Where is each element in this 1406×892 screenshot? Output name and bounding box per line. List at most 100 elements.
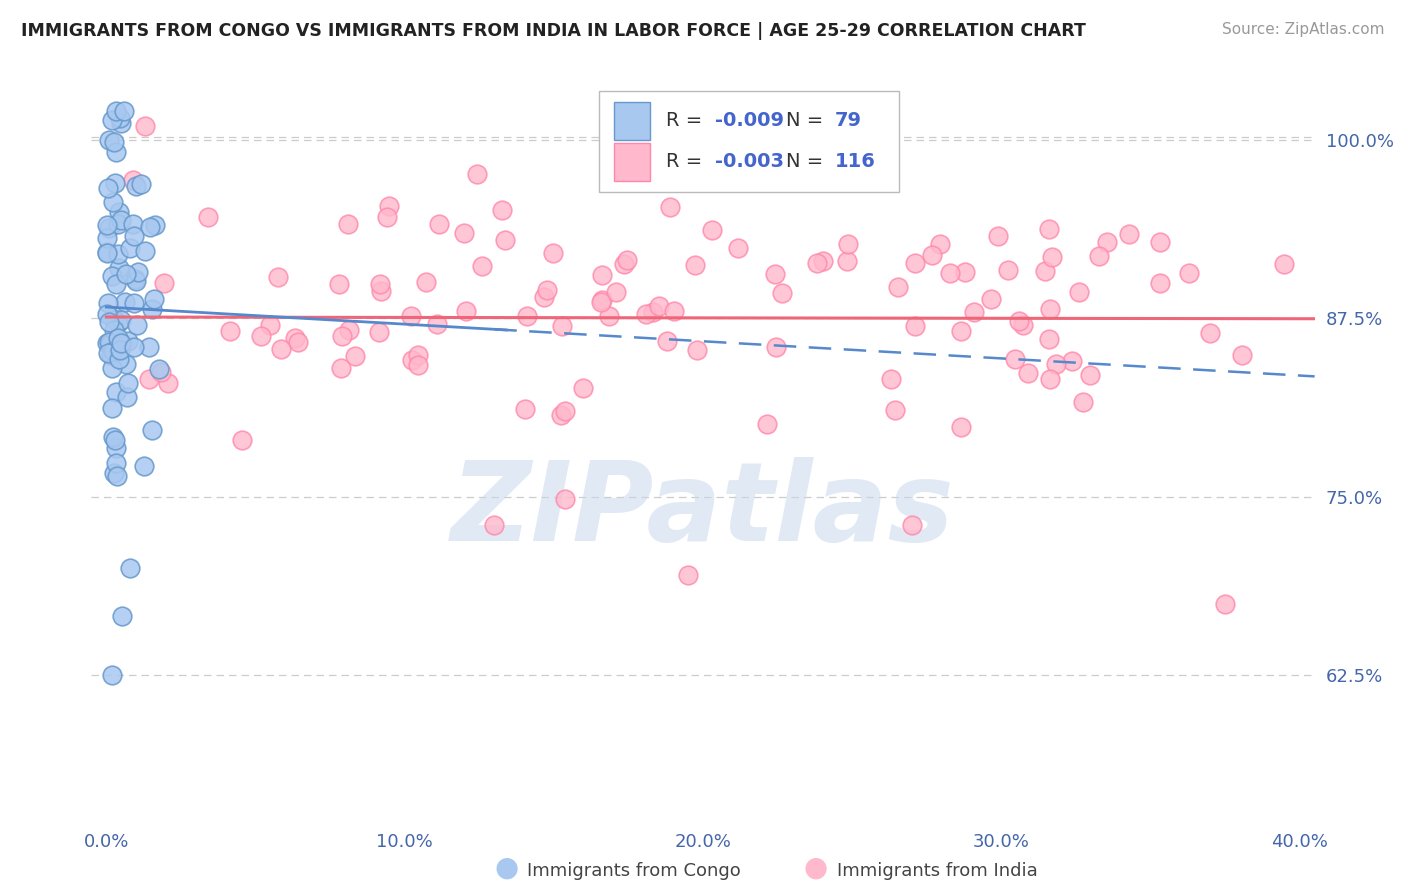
Point bbox=[1004, 351, 1026, 366]
Point bbox=[134, 244, 156, 259]
FancyBboxPatch shape bbox=[613, 102, 651, 139]
Point bbox=[879, 372, 901, 386]
Text: 79: 79 bbox=[835, 112, 862, 130]
Point bbox=[1118, 227, 1140, 242]
Point bbox=[110, 313, 132, 327]
Point bbox=[103, 466, 125, 480]
Point bbox=[328, 277, 350, 291]
Point bbox=[1078, 368, 1101, 382]
Point bbox=[98, 315, 121, 329]
Point bbox=[105, 469, 128, 483]
Point bbox=[107, 217, 129, 231]
Point bbox=[107, 204, 129, 219]
Point bbox=[134, 119, 156, 133]
Point bbox=[589, 295, 612, 310]
Point bbox=[1011, 318, 1033, 332]
Point bbox=[270, 342, 292, 356]
Point bbox=[103, 135, 125, 149]
Point bbox=[250, 328, 273, 343]
Point bbox=[103, 323, 125, 337]
Point bbox=[110, 115, 132, 129]
Point bbox=[118, 241, 141, 255]
Point bbox=[554, 404, 576, 418]
FancyBboxPatch shape bbox=[599, 91, 898, 192]
Point bbox=[664, 304, 686, 318]
Point bbox=[104, 385, 127, 400]
Point bbox=[368, 325, 391, 339]
Text: Immigrants from Congo: Immigrants from Congo bbox=[527, 862, 741, 880]
Point bbox=[107, 261, 129, 276]
Point bbox=[1038, 371, 1060, 385]
Point bbox=[426, 318, 449, 332]
Text: N =: N = bbox=[786, 112, 830, 130]
Point bbox=[1272, 257, 1295, 271]
Point bbox=[987, 228, 1010, 243]
Point bbox=[427, 218, 450, 232]
Point bbox=[1071, 395, 1094, 409]
Point bbox=[125, 273, 148, 287]
Point bbox=[765, 340, 787, 354]
Point bbox=[96, 245, 118, 260]
Point bbox=[515, 402, 537, 417]
Point bbox=[148, 362, 170, 376]
Point bbox=[700, 223, 723, 237]
Point bbox=[153, 276, 176, 290]
Point bbox=[1040, 250, 1063, 264]
Point bbox=[115, 357, 138, 371]
Point bbox=[138, 372, 160, 386]
Point bbox=[98, 133, 121, 147]
Point bbox=[1213, 597, 1236, 611]
Point bbox=[287, 335, 309, 350]
Point bbox=[953, 265, 976, 279]
Point bbox=[641, 304, 664, 318]
Point bbox=[96, 218, 118, 232]
Point bbox=[884, 402, 907, 417]
Point bbox=[101, 430, 124, 444]
Point bbox=[117, 391, 139, 405]
Point bbox=[636, 307, 658, 321]
Text: ●: ● bbox=[494, 854, 519, 881]
Point bbox=[613, 257, 636, 271]
Point bbox=[1045, 357, 1067, 371]
Text: Immigrants from India: Immigrants from India bbox=[837, 862, 1038, 880]
Point bbox=[344, 349, 367, 363]
Point bbox=[904, 319, 927, 334]
Point bbox=[114, 295, 136, 310]
Point bbox=[1198, 326, 1220, 340]
Point bbox=[676, 568, 699, 582]
Point bbox=[120, 561, 142, 575]
Point bbox=[141, 424, 163, 438]
Point bbox=[904, 256, 927, 270]
Point bbox=[336, 217, 359, 231]
Point bbox=[127, 318, 149, 332]
Point bbox=[98, 221, 121, 235]
Point bbox=[1149, 276, 1171, 290]
Point bbox=[101, 668, 124, 682]
FancyBboxPatch shape bbox=[613, 144, 651, 181]
Point bbox=[1177, 266, 1199, 280]
Point bbox=[104, 145, 127, 159]
Text: 116: 116 bbox=[835, 153, 876, 171]
Point bbox=[375, 211, 398, 225]
Point bbox=[533, 290, 555, 304]
Point bbox=[963, 305, 986, 319]
Text: N =: N = bbox=[786, 153, 830, 171]
Point bbox=[97, 181, 120, 195]
Point bbox=[727, 241, 749, 255]
Point bbox=[108, 343, 131, 357]
Point bbox=[124, 272, 146, 286]
Point bbox=[454, 304, 477, 318]
Point bbox=[101, 112, 124, 127]
Point bbox=[330, 328, 353, 343]
Point bbox=[138, 219, 160, 234]
Point bbox=[104, 176, 127, 190]
Point bbox=[786, 166, 808, 180]
Point bbox=[536, 283, 558, 297]
Point bbox=[96, 336, 118, 351]
Point bbox=[104, 433, 127, 447]
Point bbox=[101, 194, 124, 209]
Point bbox=[122, 228, 145, 243]
Point bbox=[491, 202, 513, 217]
Point bbox=[755, 417, 778, 432]
Point bbox=[516, 309, 538, 323]
